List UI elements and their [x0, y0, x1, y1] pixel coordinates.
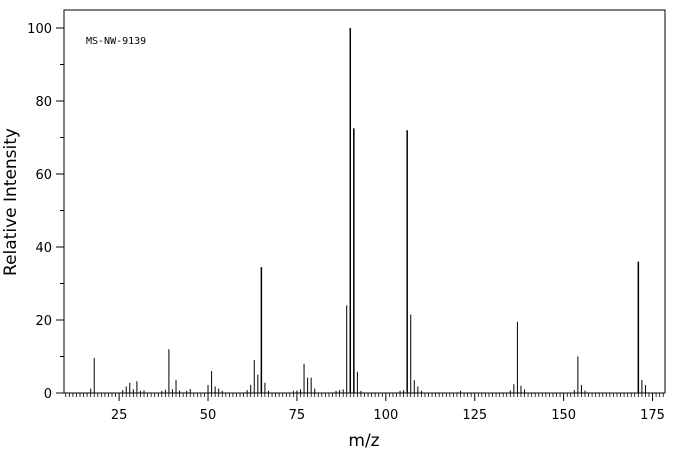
x-axis: 25 50 75 100 125 150 175: [111, 393, 665, 423]
y-tick-label: 100: [27, 22, 52, 37]
y-tick-label: 60: [35, 168, 52, 183]
spectrum-id-annotation: MS-NW-9139: [86, 36, 146, 47]
x-minor-ticks: [65, 393, 664, 397]
y-tick-label: 40: [35, 241, 52, 256]
x-tick-label: 25: [111, 408, 128, 423]
y-tick-label: 20: [35, 314, 52, 329]
y-axis-label: Relative Intensity: [1, 128, 21, 276]
plot-frame: [63, 9, 666, 394]
y-tick-label: 80: [35, 95, 52, 110]
spectrum-peaks: [90, 28, 646, 393]
y-axis: 0 20 40 60 80 100: [27, 22, 64, 402]
x-tick-label: 50: [200, 408, 217, 423]
x-tick-label: 75: [289, 408, 306, 423]
x-axis-label: m/z: [348, 431, 379, 451]
x-tick-label: 100: [373, 408, 398, 423]
x-tick-label: 175: [640, 408, 665, 423]
x-tick-label: 150: [551, 408, 576, 423]
y-tick-label: 0: [44, 387, 52, 402]
x-tick-label: 125: [462, 408, 487, 423]
